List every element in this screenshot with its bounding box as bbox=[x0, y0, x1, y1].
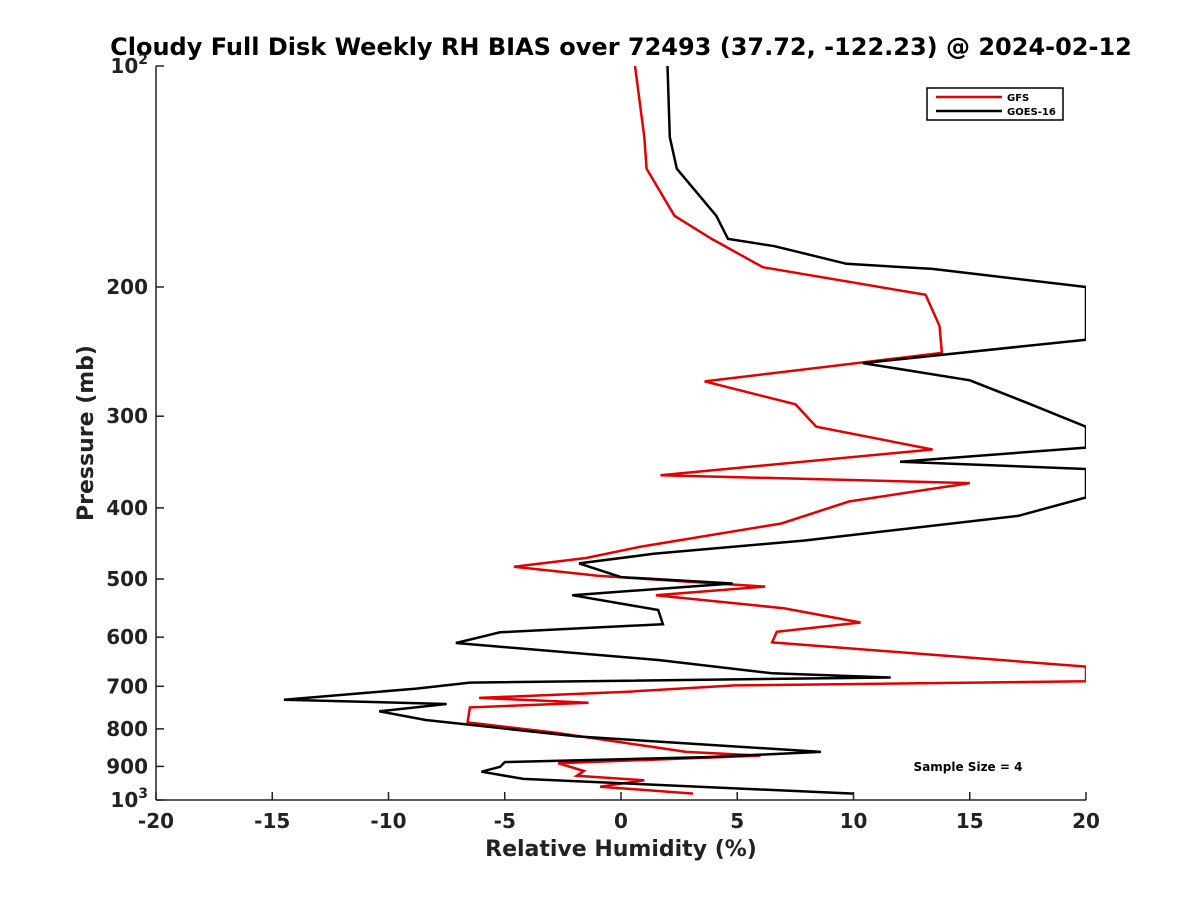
y-tick-label: 700 bbox=[106, 674, 148, 698]
series-line-gfs bbox=[466, 66, 1086, 795]
legend-label-goes16: GOES-16 bbox=[1007, 107, 1056, 118]
series-line-goes16 bbox=[283, 66, 1086, 795]
y-tick-label: 900 bbox=[106, 754, 148, 778]
sample-size-annotation: Sample Size = 4 bbox=[914, 760, 1023, 774]
y-tick-label: 300 bbox=[106, 404, 148, 428]
y-tick-label: 200 bbox=[106, 275, 148, 299]
x-ticks: -20 -15 -10 -5 0 5 10 15 20 bbox=[138, 792, 1100, 833]
y-tick-label: 102 bbox=[110, 52, 148, 78]
legend-label-gfs: GFS bbox=[1007, 93, 1029, 104]
y-tick-label: 800 bbox=[106, 717, 148, 741]
y-ticks: 102 200 300 400 500 600 700 800 900 103 bbox=[106, 52, 164, 812]
x-tick-label: -5 bbox=[494, 809, 516, 833]
x-tick-label: 20 bbox=[1072, 809, 1100, 833]
x-tick-label: 10 bbox=[840, 809, 868, 833]
x-tick-label: 15 bbox=[956, 809, 984, 833]
y-tick-label: 400 bbox=[106, 496, 148, 520]
legend: GFS GOES-16 bbox=[926, 87, 1064, 121]
x-tick-label: -15 bbox=[254, 809, 290, 833]
y-tick-label: 500 bbox=[106, 567, 148, 591]
series-layer bbox=[283, 66, 1086, 795]
legend-box bbox=[926, 87, 1064, 121]
x-tick-label: -20 bbox=[138, 809, 174, 833]
x-tick-label: -10 bbox=[370, 809, 406, 833]
y-tick-label: 600 bbox=[106, 625, 148, 649]
x-tick-label: 0 bbox=[614, 809, 628, 833]
chart-title: Cloudy Full Disk Weekly RH BIAS over 724… bbox=[110, 33, 1132, 61]
x-axis-label: Relative Humidity (%) bbox=[485, 837, 757, 862]
x-tick-label: 5 bbox=[730, 809, 744, 833]
y-axis-label: Pressure (mb) bbox=[74, 345, 99, 521]
y-tick-label: 103 bbox=[110, 786, 148, 812]
